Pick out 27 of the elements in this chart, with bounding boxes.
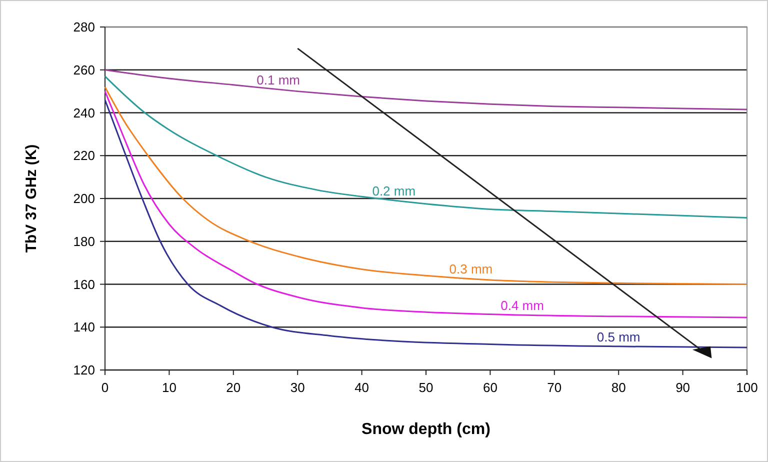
y-tick-label: 160 [73,276,95,292]
y-tick-label: 200 [73,191,95,206]
y-tick-label: 180 [73,234,95,249]
x-tick-label: 30 [290,380,305,395]
series-label: 0.4 mm [500,298,544,313]
x-tick-label: 100 [736,380,758,395]
y-tick-label: 120 [73,362,95,378]
y-tick-label: 140 [73,320,95,335]
x-tick-label: 0 [101,380,109,395]
x-tick-label: 50 [418,380,434,395]
x-tick-label: 60 [482,380,498,395]
x-tick-label: 80 [611,380,626,395]
y-tick-label: 220 [73,148,95,164]
y-tick-label: 240 [73,105,95,120]
series-label: 0.3 mm [449,262,493,277]
x-tick-label: 70 [547,380,562,395]
series-label: 0.2 mm [372,183,416,198]
x-tick-label: 90 [676,380,690,395]
x-tick-label: 20 [226,380,241,395]
y-axis-title: TbV 37 GHz (K) [23,144,40,253]
y-tick-label: 280 [73,20,95,35]
x-axis-title: Snow depth (cm) [362,421,490,438]
x-tick-label: 40 [354,380,370,395]
series-label: 0.5 mm [596,329,640,344]
x-tick-label: 10 [162,380,176,395]
y-tick-label: 260 [73,62,95,78]
series-label: 0.1 mm [256,72,300,88]
